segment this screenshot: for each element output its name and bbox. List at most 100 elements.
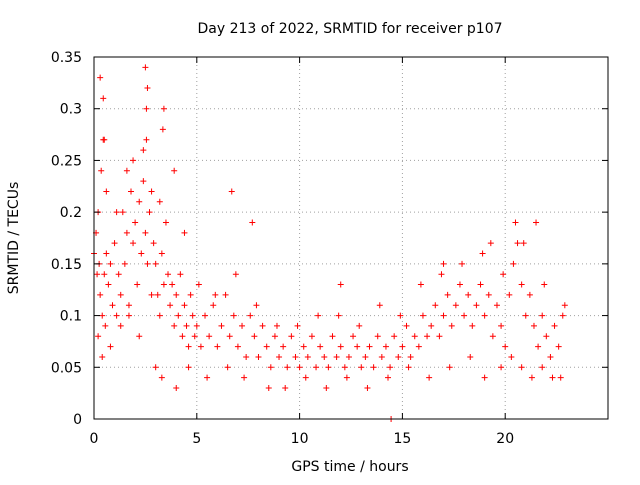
data-point <box>350 333 357 340</box>
data-point <box>333 353 340 360</box>
data-point <box>302 374 309 381</box>
data-point <box>378 353 385 360</box>
data-point <box>300 343 307 350</box>
data-point <box>518 281 525 288</box>
data-point <box>152 260 159 267</box>
data-point <box>121 260 128 267</box>
data-point <box>98 167 105 174</box>
data-point <box>317 343 324 350</box>
data-point <box>465 291 472 298</box>
data-point <box>481 312 488 319</box>
data-point <box>432 302 439 309</box>
data-point <box>140 178 147 185</box>
data-point <box>156 312 163 319</box>
data-point <box>113 209 120 216</box>
data-point <box>173 384 180 391</box>
y-tick-label: 0.05 <box>51 360 82 376</box>
data-point <box>181 229 188 236</box>
data-point <box>405 364 412 371</box>
data-point <box>280 343 287 350</box>
data-point <box>193 322 200 329</box>
y-tick-label: 0.1 <box>60 309 82 325</box>
data-point <box>498 364 505 371</box>
data-points <box>91 64 568 422</box>
data-point <box>179 333 186 340</box>
x-tick-label: 15 <box>393 431 411 447</box>
data-point <box>417 281 424 288</box>
data-point <box>251 333 258 340</box>
data-point <box>520 240 527 247</box>
data-point <box>140 147 147 154</box>
data-point <box>549 374 556 381</box>
data-point <box>321 353 328 360</box>
y-tick-label: 0.2 <box>60 205 82 221</box>
data-point <box>102 322 109 329</box>
data-point <box>243 353 250 360</box>
data-point <box>142 64 149 71</box>
data-point <box>101 271 108 278</box>
y-tick-label: 0.25 <box>51 153 82 169</box>
data-point <box>419 312 426 319</box>
data-point <box>467 353 474 360</box>
data-point <box>94 271 101 278</box>
data-point <box>397 312 404 319</box>
data-point <box>103 188 110 195</box>
data-point <box>448 322 455 329</box>
data-point <box>382 343 389 350</box>
data-point <box>366 343 373 350</box>
data-point <box>385 374 392 381</box>
data-point <box>177 271 184 278</box>
data-point <box>202 312 209 319</box>
data-point <box>535 343 542 350</box>
data-point <box>502 343 509 350</box>
data-point <box>387 364 394 371</box>
data-point <box>158 374 165 381</box>
data-point <box>232 271 239 278</box>
data-point <box>253 302 260 309</box>
axis-ticks: 0 5 10 15 20 0 0.05 0.1 0.15 0.2 0.25 0.3 0.35 <box>51 50 608 447</box>
data-point <box>543 333 550 340</box>
data-point <box>113 312 120 319</box>
data-point <box>456 281 463 288</box>
data-point <box>395 353 402 360</box>
data-point <box>323 384 330 391</box>
data-point <box>296 364 303 371</box>
data-point <box>143 136 150 143</box>
x-tick-label: 10 <box>291 431 309 447</box>
chart-title: Day 213 of 2022, SRMTID for receiver p10… <box>197 21 502 37</box>
data-point <box>528 374 535 381</box>
data-point <box>111 240 118 247</box>
data-point <box>399 343 406 350</box>
data-point <box>159 126 166 133</box>
data-point <box>358 364 365 371</box>
data-point <box>436 333 443 340</box>
data-point <box>461 312 468 319</box>
data-point <box>479 250 486 257</box>
data-point <box>226 333 233 340</box>
data-point <box>171 167 178 174</box>
data-point <box>230 312 237 319</box>
data-point <box>551 322 558 329</box>
data-point <box>160 105 167 112</box>
data-point <box>160 281 167 288</box>
data-point <box>555 343 562 350</box>
x-axis-label: GPS time / hours <box>291 459 408 475</box>
data-point <box>173 291 180 298</box>
data-point <box>214 343 221 350</box>
data-point <box>411 333 418 340</box>
x-tick-label: 5 <box>192 431 201 447</box>
data-point <box>325 364 332 371</box>
data-point <box>356 322 363 329</box>
data-point <box>341 364 348 371</box>
data-point <box>109 302 116 309</box>
data-point <box>125 302 132 309</box>
data-point <box>508 353 515 360</box>
data-point <box>267 364 274 371</box>
y-tick-label: 0.15 <box>51 257 82 273</box>
data-point <box>103 250 110 257</box>
data-point <box>473 302 480 309</box>
data-point <box>557 374 564 381</box>
data-point <box>561 302 568 309</box>
